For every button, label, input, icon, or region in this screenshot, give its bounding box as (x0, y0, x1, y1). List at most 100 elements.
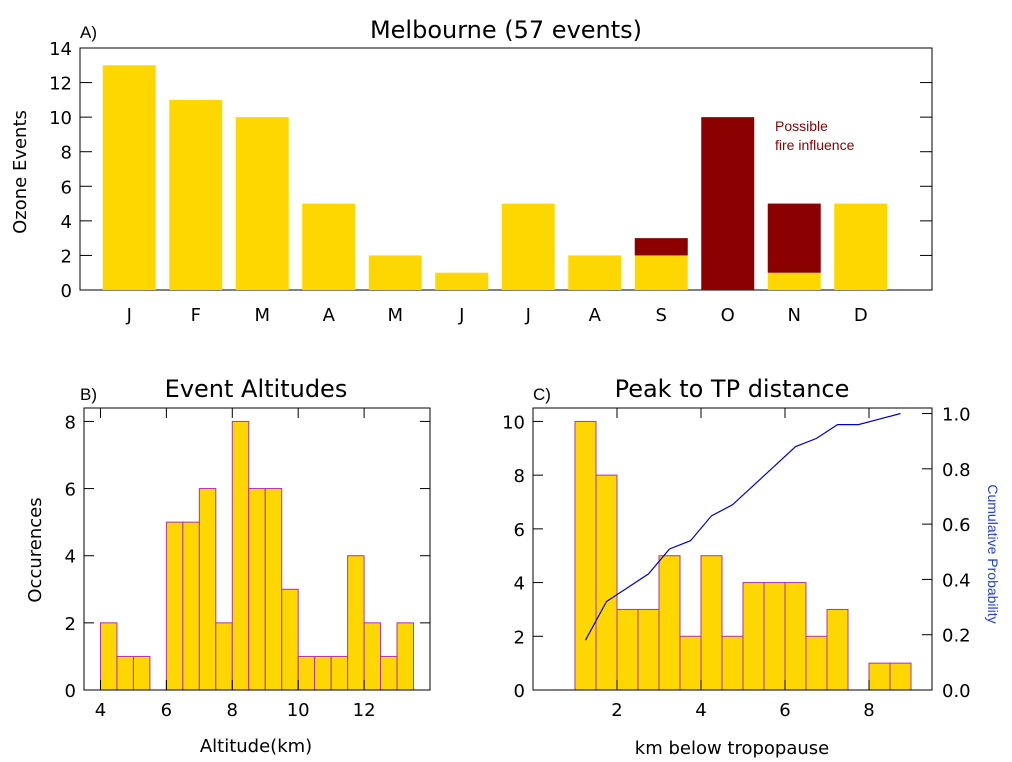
panel-c-hist-bar (763, 582, 786, 691)
panel-b-hist-bar (347, 555, 365, 691)
panel-b-title: Event Altitudes (165, 375, 348, 403)
panel-a-xtick-label: J (525, 305, 531, 326)
panel-a-letter: A) (80, 23, 97, 42)
panel-b-hist-bar (330, 655, 349, 691)
panel-b-hist-bar (281, 588, 299, 691)
panel-c-hist-bar (784, 582, 807, 691)
ozone-bar (235, 117, 289, 291)
panel-c-letter: C) (533, 385, 551, 404)
panel-c-xtick-label: 6 (779, 700, 790, 721)
panel-b-hist-bar (215, 622, 233, 691)
panel-a-xtick-label: O (721, 305, 735, 326)
panel-c-y2tick-label: 1.0 (942, 405, 971, 426)
panel-b-letter: B) (80, 385, 97, 404)
panel-b-hist-bar (132, 655, 151, 691)
ozone-bar (834, 203, 888, 290)
panel-c-hist-bar (742, 582, 765, 691)
panel-b-ylabel: Occurences (25, 497, 46, 602)
panel-a-ytick-label: 10 (49, 108, 72, 129)
panel-b-hist-bar (297, 655, 316, 691)
ozone-bar (767, 272, 821, 290)
fire-annotation-line2: fire influence (775, 137, 855, 153)
panel-c-xlabel: km below tropopause (635, 738, 829, 759)
panel-c-hist-bar (805, 635, 828, 691)
panel-a-xtick-label: S (656, 305, 667, 326)
panel-b-xtick-label: 6 (161, 700, 172, 721)
panel-a-ytick-label: 4 (61, 212, 72, 233)
panel-a-ytick-label: 0 (61, 281, 72, 302)
panel-c-ytick-label: 10 (502, 412, 525, 433)
panel-c-ytick-label: 0 (514, 681, 525, 702)
panel-c-hist-bar (595, 474, 618, 691)
panel-a-ylabel: Ozone Events (10, 110, 31, 234)
panel-c-title: Peak to TP distance (615, 375, 850, 403)
panel-b-xlabel: Altitude(km) (200, 736, 312, 757)
panel-b-ytick-label: 6 (65, 480, 76, 501)
fire-bar (701, 117, 755, 291)
panel-b-xtick-label: 8 (227, 700, 238, 721)
panel-b-xtick-label: 12 (353, 700, 376, 721)
panel-a-ytick-label: 12 (49, 74, 72, 95)
panel-b-hist-bar (116, 655, 134, 691)
panel-b-hist-bar (248, 488, 266, 691)
panel-c-ytick-label: 4 (514, 574, 525, 595)
cumulative-probability-line (584, 412, 901, 641)
panel-b-frame (83, 407, 431, 691)
panel-a-xtick-label: A (323, 305, 336, 326)
panel-c-ytick-label: 8 (514, 466, 525, 487)
panel-c-hist-bar (637, 608, 660, 691)
panel-b-hist-bar (165, 521, 184, 691)
ozone-bar (501, 203, 555, 290)
panel-b-hist-bar (363, 622, 382, 691)
panel-c-y2tick-label: 0.0 (942, 681, 971, 702)
panel-c-hist-bar (868, 662, 891, 691)
panel-a-xtick-label: N (788, 305, 801, 326)
panel-a-ytick-label: 14 (49, 39, 72, 60)
ozone-bar (368, 255, 422, 290)
panel-a-ytick-label: 6 (61, 177, 72, 198)
panel-a-xtick-label: M (387, 305, 403, 326)
panel-c-hist-bar (889, 662, 912, 691)
panel-c-xtick-label: 2 (611, 700, 622, 721)
panel-c-y2tick-label: 0.8 (942, 460, 971, 481)
panel-c-xtick-label: 8 (863, 700, 874, 721)
panel-b-hist-bar (182, 521, 200, 691)
panel-a-xtick-label: J (458, 305, 464, 326)
ozone-bar (302, 203, 356, 290)
panel-c-hist-bar (826, 608, 849, 691)
panel-b-ytick-label: 2 (65, 614, 76, 635)
ozone-bar (634, 255, 688, 290)
panel-c-y2tick-label: 0.4 (942, 570, 971, 591)
panel-a-ytick-label: 8 (61, 143, 72, 164)
panel-a-xtick-label: M (254, 305, 270, 326)
panel-c-ytick-label: 6 (514, 520, 525, 541)
panel-c-frame (532, 407, 933, 691)
ozone-bar (169, 99, 223, 290)
panel-b-hist-bar (396, 622, 415, 691)
fire-annotation-line1: Possible (775, 118, 828, 134)
panel-b-xtick-label: 4 (95, 700, 106, 721)
panel-a-title: Melbourne (57 events) (370, 16, 642, 44)
ozone-bar (102, 65, 156, 291)
panel-a-xtick-label: D (854, 305, 868, 326)
panel-c-hist-bar (574, 420, 597, 691)
panel-b-hist-bar (264, 488, 283, 691)
ozone-bar (435, 272, 489, 290)
panel-c-ytick-label: 2 (514, 627, 525, 648)
ozone-bar (568, 255, 622, 290)
fire-bar (634, 238, 688, 256)
panel-c-y2label: Cumulative Probability (985, 484, 1001, 623)
panel-c-hist-bar (700, 555, 723, 691)
panel-b-hist-bar (99, 622, 118, 691)
panel-b-hist-bar (380, 655, 398, 691)
panel-a-ytick-label: 2 (61, 246, 72, 267)
panel-c-hist-bar (721, 635, 744, 691)
panel-b-ytick-label: 8 (65, 412, 76, 433)
panel-c-hist-bar (616, 608, 639, 691)
panel-a-xtick-label: A (589, 305, 602, 326)
panel-a-xtick-label: J (126, 305, 132, 326)
fire-bar (767, 203, 821, 273)
panel-c-hist-bar (679, 635, 702, 691)
panel-b-hist-bar (231, 420, 250, 691)
